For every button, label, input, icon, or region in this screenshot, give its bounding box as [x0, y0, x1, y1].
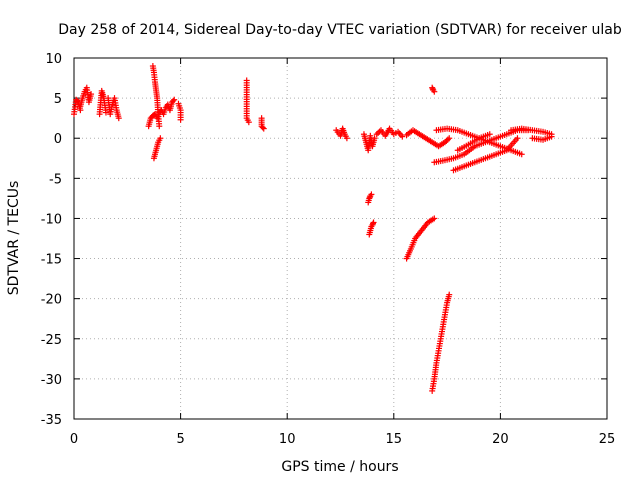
x-tick-label: 5: [176, 432, 184, 447]
x-axis-label: GPS time / hours: [281, 459, 398, 475]
data-point: [88, 91, 95, 98]
y-tick-label: -20: [41, 293, 62, 308]
data-point: [115, 115, 122, 122]
data-point: [446, 291, 453, 298]
data-point: [260, 125, 267, 132]
data-point: [102, 109, 109, 116]
data-point: [518, 151, 525, 158]
y-tick-label: -35: [41, 413, 62, 428]
data-point: [446, 135, 453, 142]
data-point: [74, 97, 81, 104]
x-tick-label: 25: [599, 432, 616, 447]
y-tick-label: -25: [41, 333, 62, 348]
x-tick-label: 0: [70, 432, 78, 447]
y-tick-labels: -35 -30 -25 -20 -15 -10 -5 0 5 10: [41, 52, 62, 428]
chart-title: Day 258 of 2014, Sidereal Day-to-day VTE…: [58, 22, 622, 38]
x-tick-label: 20: [492, 432, 509, 447]
y-tick-label: -15: [41, 253, 62, 268]
x-tick-label: 10: [279, 432, 296, 447]
data-point: [343, 135, 350, 142]
data-point: [370, 219, 377, 226]
y-axis-label: SDTVAR / TECUs: [6, 181, 22, 296]
data-point: [431, 215, 438, 222]
data-point: [157, 135, 164, 142]
y-tick-label: -5: [49, 172, 62, 187]
data-point: [177, 116, 184, 123]
data-point: [259, 124, 266, 131]
data-point: [548, 133, 555, 140]
data-point: [514, 135, 521, 142]
y-tick-label: -30: [41, 373, 62, 388]
data-point: [371, 135, 378, 142]
data-point: [170, 97, 177, 104]
data-point: [156, 123, 163, 130]
y-tick-label: 5: [54, 92, 62, 107]
data-point: [245, 119, 252, 126]
y-tick-label: -10: [41, 212, 62, 227]
data-point: [486, 131, 493, 138]
data-point: [368, 191, 375, 198]
data-point: [431, 88, 438, 95]
data-point: [399, 133, 406, 140]
plot-frame: [73, 57, 608, 420]
data-point: [171, 96, 178, 103]
y-tick-label: 10: [45, 52, 62, 67]
data-points: [71, 63, 555, 394]
x-tick-label: 15: [386, 432, 403, 447]
y-tick-label: 0: [54, 132, 62, 147]
x-tick-labels: 0 5 10 15 20 25: [70, 432, 615, 447]
